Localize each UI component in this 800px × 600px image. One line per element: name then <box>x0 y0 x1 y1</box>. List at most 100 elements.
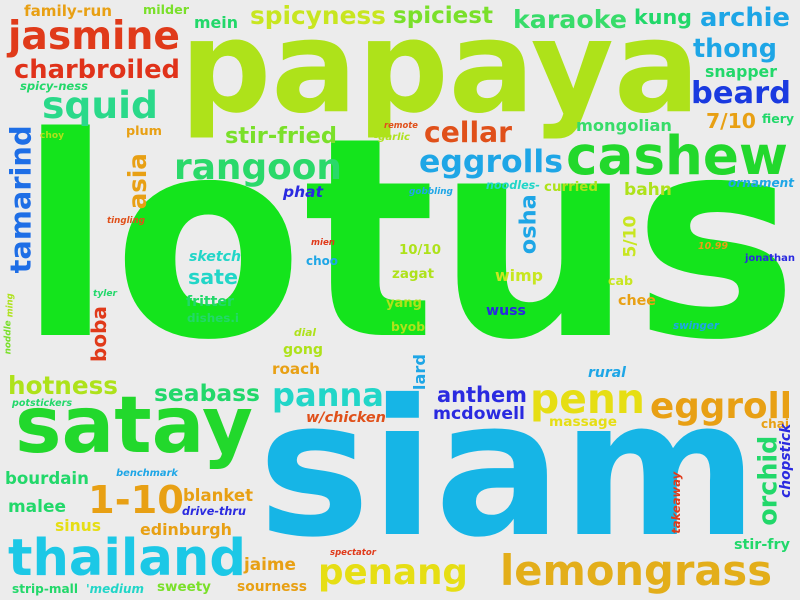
cloud-word: benchmark <box>116 468 178 480</box>
cloud-word: chai <box>761 417 789 431</box>
cloud-word: osha <box>515 194 542 255</box>
cloud-word: curried <box>544 179 598 195</box>
cloud-word: karaoke <box>513 4 627 34</box>
cloud-word: bourdain <box>5 468 89 488</box>
cloud-word: seabass <box>154 379 260 408</box>
cloud-word: drive-thru <box>182 504 246 518</box>
cloud-word: remote <box>384 119 418 130</box>
cloud-word: satay <box>15 379 253 471</box>
cloud-word: snapper <box>705 62 777 82</box>
cloud-word: fritter <box>186 293 234 310</box>
cloud-word: plum <box>126 124 162 140</box>
cloud-word: tingling <box>107 215 145 226</box>
cloud-word: spicy-ness <box>20 79 88 94</box>
cloud-word: gobbling <box>409 186 453 197</box>
cloud-word: zagat <box>392 266 434 282</box>
cloud-word: -garlic <box>374 132 410 143</box>
cloud-word: boba <box>86 306 111 363</box>
cloud-word: edinburgh <box>140 519 232 539</box>
cloud-word: noodles- <box>486 179 540 193</box>
cloud-word: sweety <box>157 579 211 596</box>
cloud-word: spiciest <box>393 3 493 29</box>
cloud-word: 7/10 <box>706 108 756 133</box>
cloud-word: strip-mall <box>12 581 78 596</box>
cloud-word: rangoon <box>174 147 342 189</box>
cloud-word: bahn <box>624 180 672 200</box>
cloud-word: thailand <box>8 529 246 589</box>
cloud-word: beard <box>691 75 791 111</box>
cloud-word: rural <box>588 364 626 381</box>
cloud-word: mcdowell <box>433 404 525 425</box>
cloud-word: spicyness <box>250 1 386 31</box>
cloud-word: cashew <box>566 125 788 188</box>
cloud-word: massage <box>549 413 617 430</box>
cloud-word: anthem <box>437 382 527 407</box>
cloud-word: stir-fried <box>225 122 337 149</box>
cloud-word: 10/10 <box>399 242 441 258</box>
cloud-word: penn <box>530 374 645 423</box>
cloud-word: choy <box>40 130 64 141</box>
cloud-word: eggrolls <box>419 144 563 181</box>
cloud-word: stir-fry <box>734 537 790 554</box>
cloud-word: sketch <box>189 249 242 266</box>
cloud-word: spectator <box>330 548 376 559</box>
cloud-word: chee <box>618 292 656 309</box>
cloud-word: dial <box>294 326 316 339</box>
cloud-word: tyler <box>93 288 118 299</box>
cloud-word: asia <box>122 153 152 210</box>
cloud-word: sourness <box>237 578 307 595</box>
cloud-word: panna <box>272 376 384 414</box>
cloud-word: hotness <box>8 370 118 400</box>
cloud-word: yang <box>386 296 422 311</box>
cloud-word: choo <box>306 254 338 268</box>
cloud-word: sinus <box>55 516 101 535</box>
cloud-word: sate <box>188 264 239 289</box>
cloud-word: w/chicken <box>306 409 386 426</box>
cloud-word: phat <box>283 183 323 202</box>
cloud-word: jasmine <box>8 14 180 60</box>
cloud-word: eggroll <box>650 386 793 428</box>
cloud-word: kung <box>634 5 692 30</box>
cloud-word: ming <box>5 292 16 317</box>
cloud-word: 'medium <box>86 582 144 596</box>
cloud-word: potstickers <box>12 397 73 409</box>
cloud-word: cellar <box>424 116 512 150</box>
cloud-word: noddle <box>3 320 14 355</box>
cloud-word: mein <box>194 12 239 32</box>
cloud-word: takeaway <box>669 471 684 534</box>
cloud-word: 1-10 <box>88 477 184 523</box>
cloud-word: lotus <box>18 78 798 401</box>
cloud-word: chopstick <box>778 423 795 498</box>
cloud-word: siam <box>258 359 758 579</box>
cloud-word: 10.99 <box>698 241 728 253</box>
cloud-word: tamarind <box>3 125 38 273</box>
cloud-word: squid <box>42 83 158 128</box>
cloud-word: 5/10 <box>620 215 641 258</box>
cloud-word: byob <box>391 320 425 335</box>
cloud-word: penang <box>318 552 468 594</box>
cloud-word: fiery <box>762 111 794 127</box>
cloud-word: mien <box>311 238 335 249</box>
cloud-word: ornament <box>728 176 794 190</box>
cloud-word: lemongrass <box>500 546 772 596</box>
cloud-word: dishes.i <box>187 311 239 325</box>
cloud-word: papaya <box>180 0 700 143</box>
cloud-word: family-run <box>24 1 112 20</box>
cloud-word: wimp <box>495 266 543 286</box>
cloud-word: wuss <box>486 302 526 319</box>
cloud-word: lard <box>409 353 429 390</box>
cloud-word: blanket <box>183 486 253 506</box>
cloud-word: malee <box>8 496 66 517</box>
cloud-word: swinger <box>673 320 719 333</box>
cloud-word: milder <box>143 3 189 19</box>
cloud-word: thong <box>693 33 777 64</box>
cloud-word: mongolian <box>576 115 672 135</box>
cloud-word: charbroiled <box>14 55 180 86</box>
cloud-word: roach <box>272 360 320 379</box>
cloud-word: jonathan <box>745 252 795 264</box>
cloud-word: jaime <box>244 554 296 575</box>
cloud-word: orchid <box>752 436 783 526</box>
cloud-word: gong <box>283 342 323 359</box>
cloud-word: cab <box>608 272 633 288</box>
